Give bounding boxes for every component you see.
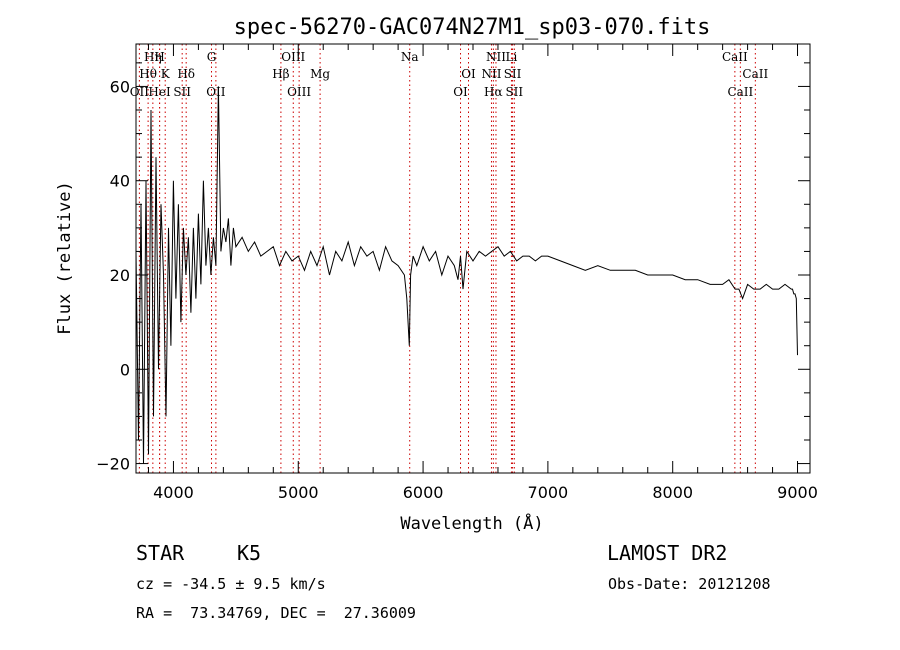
y-tick-label: 20 (110, 266, 130, 285)
line-marker-label: Na (401, 50, 419, 64)
line-marker-label: NII (486, 50, 506, 64)
line-marker-label: OII (206, 85, 226, 99)
line-marker-label: OI (453, 85, 468, 99)
x-tick-label: 4000 (153, 483, 194, 502)
sky-coordinates: RA = 73.34769, DEC = 27.36009 (136, 604, 416, 622)
y-tick-label: 40 (110, 172, 130, 191)
line-marker-label: Hη (144, 50, 162, 64)
axis-ticks (136, 44, 810, 473)
x-tick-label: 7000 (528, 483, 569, 502)
line-marker-label: NII (481, 67, 501, 81)
line-marker-label: CaII (727, 85, 753, 99)
line-marker-label: SII (173, 85, 191, 99)
line-marker-label: SII (505, 85, 523, 99)
line-marker-label: Mg (310, 67, 330, 81)
line-marker-label: CaII (722, 50, 748, 64)
axis-tick-labels: 4000 5000 6000 7000 8000 9000 −20 0 20 40 60 (96, 77, 818, 502)
survey-name: LAMOST DR2 (607, 541, 728, 565)
line-marker-label: G (207, 50, 217, 64)
spectrum-line (135, 86, 798, 464)
line-marker-label: Hθ (139, 67, 157, 81)
x-tick-label: 8000 (652, 483, 693, 502)
y-tick-label: −20 (96, 455, 130, 474)
redshift-cz: cz = -34.5 ± 9.5 km/s (136, 575, 326, 593)
y-tick-label: 60 (110, 77, 130, 96)
line-marker-label: K (161, 67, 171, 81)
y-axis-label: Flux (relative) (55, 181, 75, 335)
line-marker-label: OII (130, 85, 150, 99)
line-marker-label: OI (461, 67, 476, 81)
line-marker-label: HeI (148, 85, 171, 99)
chart-title: spec-56270-GAC074N27M1_sp03-070.fits (234, 15, 711, 40)
line-marker-label: OIII (287, 85, 311, 99)
x-axis-label: Wavelength (Å) (400, 512, 543, 534)
x-tick-label: 9000 (777, 483, 818, 502)
line-marker-label: OIII (281, 50, 305, 64)
observation-date: Obs-Date: 20121208 (608, 575, 771, 593)
line-marker-label: Li (506, 50, 518, 64)
object-subclass: K5 (237, 541, 262, 565)
object-class: STAR (136, 541, 185, 565)
line-marker-label: CaII (742, 67, 768, 81)
line-marker-label: Hβ (272, 67, 289, 81)
plot-frame (135, 43, 811, 474)
y-tick-label: 0 (120, 360, 130, 379)
line-marker-label: SII (504, 67, 522, 81)
line-marker-label: Hδ (177, 67, 195, 81)
x-tick-label: 6000 (403, 483, 444, 502)
line-marker-label: Hα (484, 85, 503, 99)
x-tick-label: 5000 (278, 483, 319, 502)
line-marker-label: H (154, 50, 164, 64)
